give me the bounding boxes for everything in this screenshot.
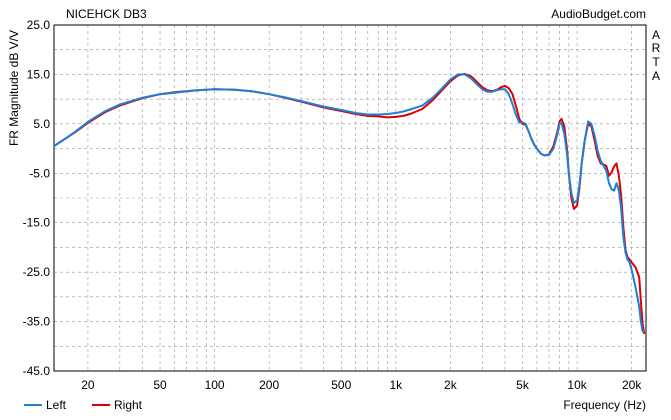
x-tick-label: 5k [516,378,530,392]
x-axis-ticks: 20 50 100 200 500 1k 2k 5k 10k 20k [81,378,642,392]
chart-title: NICEHCK DB3 [66,7,147,21]
x-tick-label: 2k [444,378,458,392]
side-label-letter: A [652,28,660,42]
side-label-letter: A [652,69,660,83]
legend-label-left: Left [46,398,67,412]
watermark: AudioBudget.com [551,7,646,21]
y-tick-label: -15.0 [23,216,51,230]
x-tick-label: 20 [81,378,95,392]
x-tick-label: 20k [622,378,642,392]
y-tick-label: 25.0 [27,18,51,32]
y-axis-ticks: 25.0 15.0 5.0 -5.0 -15.0 -25.0 -35.0 -45.0 [23,18,51,378]
y-tick-label: -35.0 [23,315,51,329]
grid [54,25,646,371]
x-tick-label: 1k [389,378,403,392]
y-tick-label: 15.0 [27,67,51,81]
series-lines [53,72,646,335]
legend-label-right: Right [114,398,143,412]
y-tick-label: -25.0 [23,265,51,279]
x-tick-label: 200 [259,378,279,392]
y-tick-label: -5.0 [29,166,50,180]
side-label-letter: T [652,55,660,69]
x-tick-label: 50 [153,378,167,392]
x-axis-label: Frequency (Hz) [563,398,646,412]
y-tick-label: -45.0 [23,364,51,378]
x-tick-label: 10k [567,378,587,392]
plot-frame [53,24,647,372]
series-line-left [53,73,645,333]
y-tick-label: 5.0 [33,117,50,131]
side-label-letter: R [652,41,661,55]
x-tick-label: 500 [331,378,351,392]
side-label: A R T A [652,28,661,83]
y-axis-label: FR Magnitude dB V/V [7,30,21,146]
x-tick-label: 100 [205,378,225,392]
legend: Left Right [24,398,143,412]
